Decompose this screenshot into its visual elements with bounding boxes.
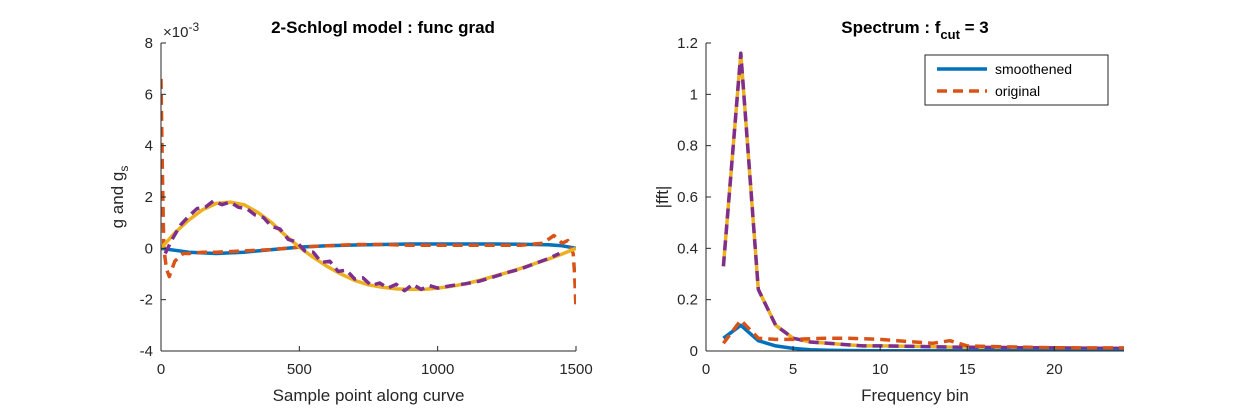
right-y-tick-label: 1.2 bbox=[677, 35, 698, 52]
legend-label-original: original bbox=[995, 83, 1040, 99]
left-y-axis-label-main: g and g bbox=[108, 172, 127, 229]
right-y-tick-label: 0.6 bbox=[677, 189, 698, 206]
left-y-axis-label-subscript: s bbox=[117, 166, 131, 172]
right-x-tick-label: 10 bbox=[872, 361, 889, 378]
left-chart-panel: 0 500 1000 1500 -4 -2 0 2 4 6 8 Sample point along … bbox=[108, 18, 593, 405]
right-y-axis-label: |fft| bbox=[653, 186, 672, 209]
left-x-tick-label: 500 bbox=[287, 361, 312, 378]
right-title: Spectrum : fcut = 3 bbox=[841, 18, 989, 42]
left-y-axis-label: g and gs bbox=[108, 166, 131, 229]
left-y-exponent-base: ×10 bbox=[163, 24, 188, 41]
right-y-tick-label: 0.4 bbox=[677, 240, 698, 257]
left-x-axis-label: Sample point along curve bbox=[273, 386, 465, 405]
right-title-suffix: = 3 bbox=[960, 18, 989, 37]
left-x-tick-label: 0 bbox=[157, 361, 165, 378]
left-series-line-orig-dashed bbox=[161, 78, 576, 310]
right-series-line-purple-dashed bbox=[721, 51, 1124, 351]
left-y-tick-label: -2 bbox=[140, 292, 153, 309]
left-y-exponent-power: -3 bbox=[188, 20, 199, 34]
left-y-tick-label: 8 bbox=[145, 35, 153, 52]
right-x-tick-label: 20 bbox=[1046, 361, 1063, 378]
right-x-tick-label: 5 bbox=[789, 361, 797, 378]
legend-label-smoothened: smoothened bbox=[995, 61, 1072, 77]
right-y-tick-label: 0 bbox=[690, 343, 698, 360]
left-y-tick-label: -4 bbox=[140, 343, 153, 360]
left-x-tick-label: 1500 bbox=[559, 361, 592, 378]
right-x-tick-label: 0 bbox=[702, 361, 710, 378]
left-x-tick-label: 1000 bbox=[421, 361, 454, 378]
left-y-tick-label: 0 bbox=[145, 240, 153, 257]
right-legend: smoothened original bbox=[924, 54, 1109, 106]
right-series-line-original bbox=[722, 318, 1124, 350]
right-x-axis-label: Frequency bin bbox=[861, 386, 969, 405]
left-y-tick-label: 4 bbox=[145, 138, 153, 155]
legend-box bbox=[924, 54, 1109, 106]
left-series-group bbox=[161, 78, 576, 310]
right-y-tick-label: 0.2 bbox=[677, 292, 698, 309]
right-title-subscript: cut bbox=[940, 27, 960, 42]
right-chart-panel: 0 5 10 15 20 0 0.2 0.4 0.6 0.8 1 1.2 Frequency bin |f… bbox=[653, 18, 1124, 405]
left-series-line-purple-dashed bbox=[163, 199, 561, 293]
right-y-tick-label: 0.8 bbox=[677, 138, 698, 155]
right-title-main: Spectrum : f bbox=[841, 18, 941, 37]
right-y-tick-label: 1 bbox=[690, 86, 698, 103]
left-title: 2-Schlogl model : func grad bbox=[271, 18, 495, 37]
right-x-tick-label: 15 bbox=[959, 361, 976, 378]
left-y-exponent-label: ×10-3 bbox=[163, 20, 199, 41]
left-y-tick-label: 2 bbox=[145, 189, 153, 206]
left-y-tick-label: 6 bbox=[145, 86, 153, 103]
left-series-line-smooth-solid bbox=[161, 242, 576, 256]
